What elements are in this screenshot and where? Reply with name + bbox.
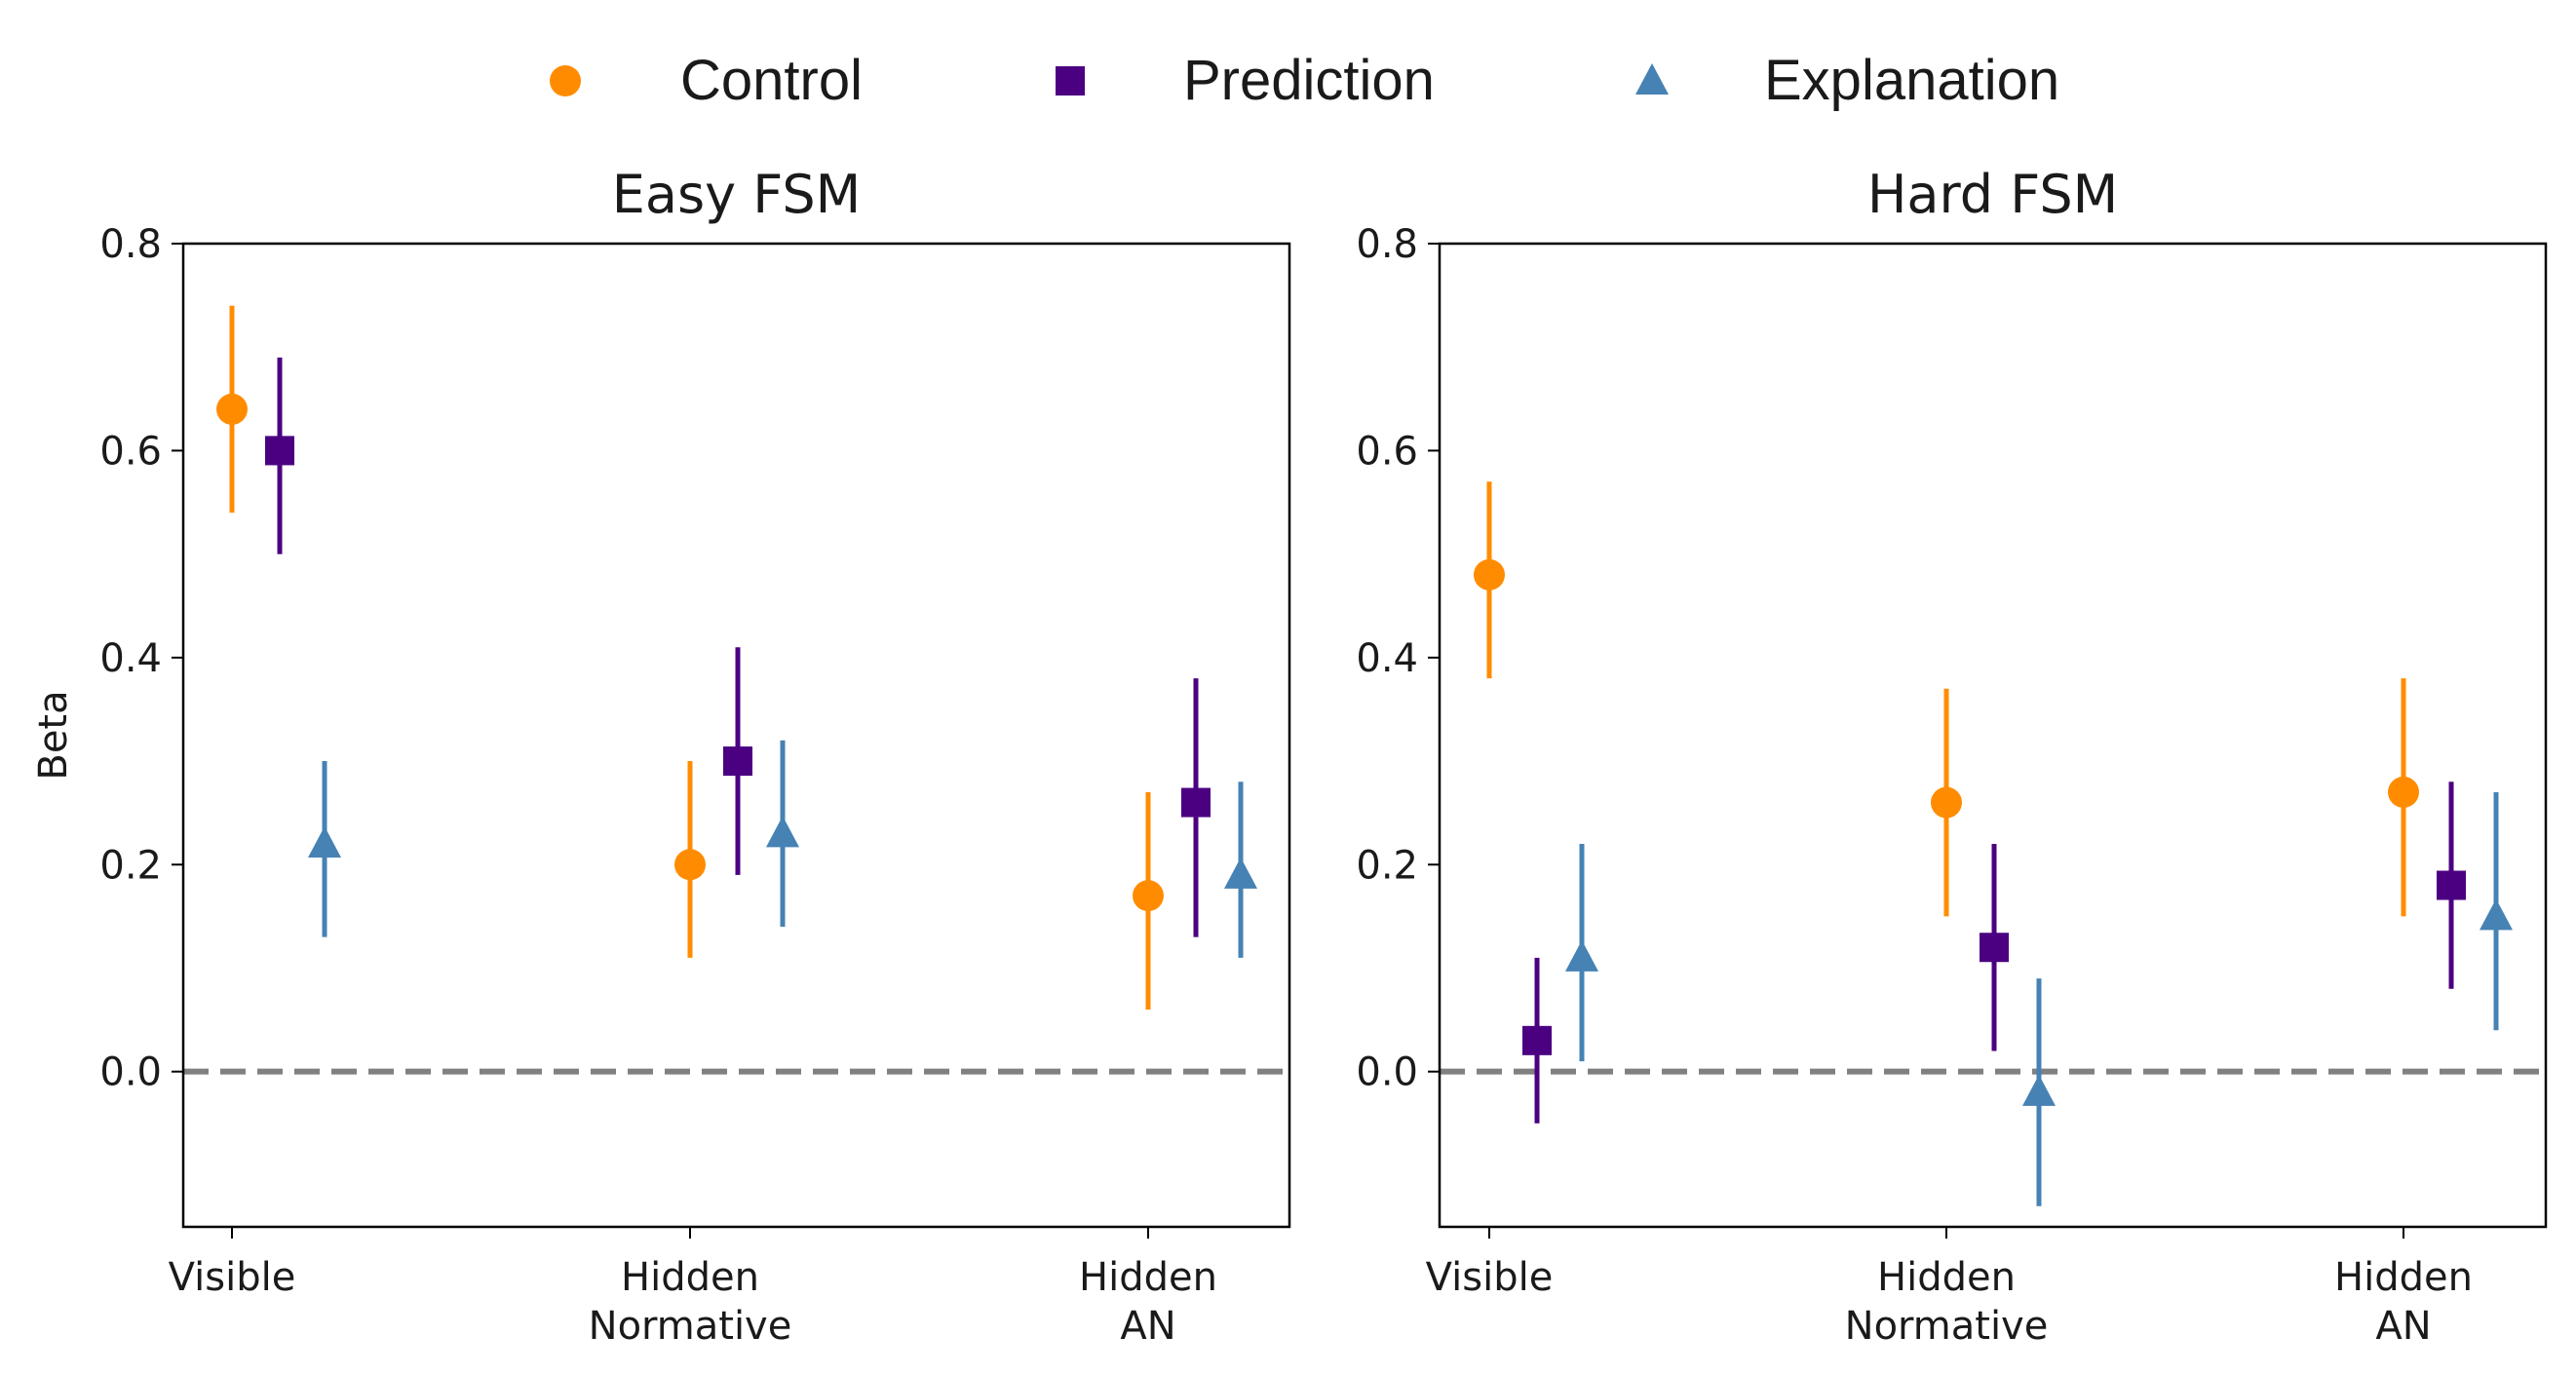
data-point bbox=[2388, 776, 2419, 808]
y-tick-label: 0.2 bbox=[99, 843, 162, 888]
plot-frame bbox=[181, 242, 1291, 1229]
x-tick-label: Hidden Normative bbox=[1845, 1255, 2049, 1349]
data-point bbox=[1522, 1025, 1552, 1055]
y-tick-label: 0.0 bbox=[99, 1050, 162, 1095]
legend-item-explanation: Explanation bbox=[1635, 49, 2059, 112]
y-tick-label: 0.8 bbox=[1356, 222, 1418, 267]
data-point bbox=[1980, 933, 2009, 963]
data-point bbox=[308, 826, 341, 859]
legend: Control Prediction Explanation bbox=[550, 49, 2059, 112]
data-point bbox=[674, 849, 706, 881]
explanation-legend-marker bbox=[1635, 63, 1669, 95]
x-tick-label: Hidden Normative bbox=[589, 1255, 792, 1349]
panel-hard-fsm: Hard FSM 0.8 0.6 0.4 0.2 0.0 Visible Hidden Norm… bbox=[1356, 164, 2548, 1349]
y-tick-label: 0.4 bbox=[1356, 636, 1418, 681]
data-point bbox=[1224, 857, 1257, 889]
legend-label: Control bbox=[680, 49, 863, 112]
y-tick-label: 0.0 bbox=[1356, 1050, 1418, 1095]
series-control bbox=[1474, 481, 2419, 917]
legend-label: Prediction bbox=[1183, 49, 1435, 112]
series-explanation bbox=[1565, 791, 2513, 1206]
y-tick-label: 0.4 bbox=[99, 636, 162, 681]
data-point bbox=[1474, 558, 1505, 591]
prediction-legend-marker bbox=[1056, 66, 1085, 95]
data-point bbox=[2022, 1074, 2056, 1106]
control-legend-marker bbox=[550, 65, 581, 96]
panel-title: Hard FSM bbox=[1867, 164, 2118, 225]
x-tick-label: Visible bbox=[1426, 1255, 1554, 1300]
chart-panels: Easy FSM Beta 0.8 0.6 0.4 0.2 0.0 Visible Hidden… bbox=[31, 164, 2548, 1349]
data-point bbox=[2437, 870, 2466, 900]
data-point bbox=[723, 746, 752, 777]
data-point bbox=[1133, 880, 1164, 912]
series-prediction bbox=[1522, 782, 2466, 1124]
y-tick-label: 0.6 bbox=[1356, 429, 1418, 474]
y-tick-label: 0.6 bbox=[99, 429, 162, 474]
plot-frame bbox=[1438, 242, 2548, 1229]
data-point bbox=[1931, 786, 1962, 819]
series-explanation bbox=[308, 740, 1257, 958]
data-point bbox=[1181, 787, 1211, 818]
y-tick-label: 0.8 bbox=[99, 222, 162, 267]
x-tick-label: Visible bbox=[169, 1255, 296, 1300]
legend-label: Explanation bbox=[1764, 49, 2059, 112]
x-tick-label: Hidden AN bbox=[2334, 1255, 2473, 1349]
data-point bbox=[216, 393, 248, 425]
y-tick-label: 0.2 bbox=[1356, 843, 1418, 888]
legend-item-control: Control bbox=[550, 49, 863, 112]
panel-title: Easy FSM bbox=[612, 164, 861, 225]
y-axis-label: Beta bbox=[31, 690, 76, 780]
panel-easy-fsm: Easy FSM Beta 0.8 0.6 0.4 0.2 0.0 Visible Hidden… bbox=[31, 164, 1291, 1349]
data-point bbox=[766, 816, 799, 848]
series-control bbox=[216, 305, 1164, 1010]
data-point bbox=[1565, 939, 1598, 972]
data-point bbox=[265, 436, 294, 466]
x-tick-label: Hidden AN bbox=[1079, 1255, 1217, 1349]
series-prediction bbox=[265, 357, 1211, 937]
data-point bbox=[2480, 898, 2513, 931]
legend-item-prediction: Prediction bbox=[1056, 49, 1435, 112]
